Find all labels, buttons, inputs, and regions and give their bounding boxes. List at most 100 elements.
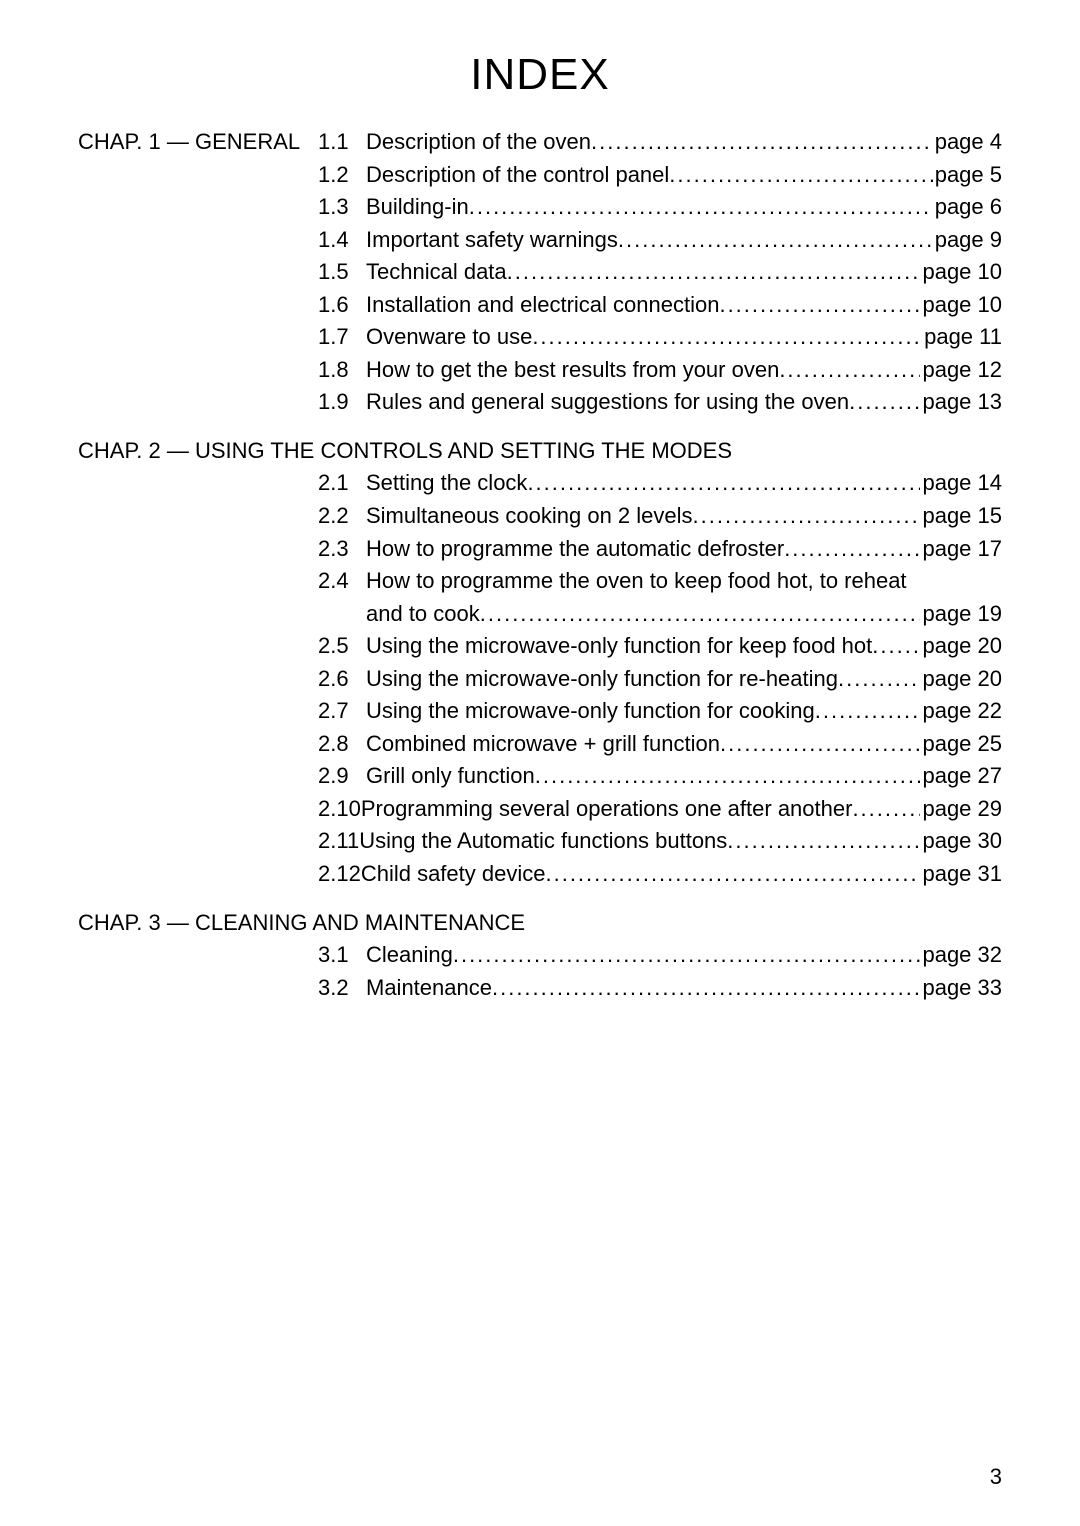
toc-entry: 2.4How to programme the oven to keep foo… <box>78 565 1002 598</box>
entry-description: and to cook <box>318 598 480 631</box>
entry-description: How to programme the automatic defroster <box>366 533 784 566</box>
entry-description: Ovenware to use <box>366 321 532 354</box>
entry-page: page 20 <box>920 630 1002 663</box>
toc-entry: 1.6Installation and electrical connectio… <box>78 289 1002 322</box>
table-of-contents: CHAP. 1 — GENERAL1.1Description of the o… <box>78 126 1002 1004</box>
leader-dots: ........................................… <box>469 191 933 224</box>
toc-entry: 1.7Ovenware to use......................… <box>78 321 1002 354</box>
entry-number: 2.6 <box>318 663 366 696</box>
toc-entry: 1.3Building-in..........................… <box>78 191 1002 224</box>
entry-number: 1.4 <box>318 224 366 257</box>
entry-page: page 30 <box>920 825 1002 858</box>
entry-number: 1.2 <box>318 159 366 192</box>
page-number: 3 <box>990 1464 1002 1490</box>
entry-page: page 5 <box>933 159 1002 192</box>
toc-entry: 1.4Important safety warnings............… <box>78 224 1002 257</box>
toc-entry: 2.7Using the microwave-only function for… <box>78 695 1002 728</box>
entry-description: Using the Automatic functions buttons <box>359 825 727 858</box>
entry-description: Child safety device <box>361 858 546 891</box>
entry-number: 2.4 <box>318 565 366 598</box>
entry-description: Combined microwave + grill function <box>366 728 720 761</box>
entry-page: page 15 <box>920 500 1002 533</box>
leader-dots: ........................................… <box>784 533 920 566</box>
leader-dots: ........................................… <box>591 126 933 159</box>
entry-number: 2.11 <box>318 825 359 858</box>
entry-number: 1.3 <box>318 191 366 224</box>
entry-number: 1.9 <box>318 386 366 419</box>
entry-description: Using the microwave-only function for co… <box>366 695 815 728</box>
entry-description: Technical data <box>366 256 507 289</box>
entry-page: page 11 <box>922 321 1002 354</box>
leader-dots: ........................................… <box>720 728 920 761</box>
toc-entry: 2.2Simultaneous cooking on 2 levels.....… <box>78 500 1002 533</box>
leader-dots: ........................................… <box>532 321 922 354</box>
entry-description: Maintenance <box>366 972 492 1005</box>
entry-page: page 13 <box>920 386 1002 419</box>
entry-number: 1.8 <box>318 354 366 387</box>
chapter-heading: CHAP. 2 — USING THE CONTROLS AND SETTING… <box>78 435 1002 468</box>
entry-number: 2.9 <box>318 760 366 793</box>
leader-dots: ........................................… <box>669 159 932 192</box>
toc-entry: 1.8How to get the best results from your… <box>78 354 1002 387</box>
entry-number: 2.12 <box>318 858 361 891</box>
leader-dots: ........................................… <box>618 224 933 257</box>
toc-entry: 2.9Grill only function..................… <box>78 760 1002 793</box>
entry-number: 3.2 <box>318 972 366 1005</box>
entry-page: page 19 <box>920 598 1002 631</box>
toc-entry: 3.2Maintenance..........................… <box>78 972 1002 1005</box>
entry-description: Rules and general suggestions for using … <box>366 386 849 419</box>
leader-dots: ........................................… <box>727 825 920 858</box>
chapter-heading: CHAP. 3 — CLEANING AND MAINTENANCE <box>78 907 1002 940</box>
entry-description: Using the microwave-only function for ke… <box>366 630 872 663</box>
entry-description: Setting the clock <box>366 467 527 500</box>
leader-dots: ........................................… <box>849 386 920 419</box>
entry-page: page 10 <box>920 289 1002 322</box>
leader-dots: ........................................… <box>838 663 920 696</box>
index-page: INDEX CHAP. 1 — GENERAL1.1Description of… <box>0 0 1080 1526</box>
leader-dots: ........................................… <box>527 467 920 500</box>
leader-dots: ........................................… <box>492 972 920 1005</box>
entry-number: 1.6 <box>318 289 366 322</box>
entry-description: Grill only function <box>366 760 535 793</box>
entry-number: 1.1 <box>318 126 366 159</box>
entry-page: page 27 <box>920 760 1002 793</box>
leader-dots: ........................................… <box>453 939 921 972</box>
toc-entry: 2.11Using the Automatic functions button… <box>78 825 1002 858</box>
entry-description: How to programme the oven to keep food h… <box>366 565 907 598</box>
entry-page: page 9 <box>933 224 1002 257</box>
leader-dots: ........................................… <box>719 289 920 322</box>
toc-entry: 2.1Setting the clock....................… <box>78 467 1002 500</box>
toc-entry: CHAP. 1 — GENERAL1.1Description of the o… <box>78 126 1002 159</box>
leader-dots: ........................................… <box>815 695 921 728</box>
entry-number: 1.7 <box>318 321 366 354</box>
entry-page: page 29 <box>920 793 1002 826</box>
entry-description: Description of the control panel <box>366 159 669 192</box>
entry-page: page 22 <box>920 695 1002 728</box>
entry-number: 2.8 <box>318 728 366 761</box>
toc-entry: 2.12Child safety device.................… <box>78 858 1002 891</box>
toc-entry: 2.10Programming several operations one a… <box>78 793 1002 826</box>
toc-entry: 2.8Combined microwave + grill function..… <box>78 728 1002 761</box>
entry-description: Using the microwave-only function for re… <box>366 663 838 696</box>
leader-dots: ........................................… <box>507 256 921 289</box>
entry-page: page 17 <box>920 533 1002 566</box>
toc-entry: 2.5Using the microwave-only function for… <box>78 630 1002 663</box>
entry-page: page 25 <box>920 728 1002 761</box>
leader-dots: ........................................… <box>852 793 920 826</box>
entry-page: page 20 <box>920 663 1002 696</box>
entry-description: How to get the best results from your ov… <box>366 354 779 387</box>
entry-description: Important safety warnings <box>366 224 618 257</box>
entry-number: 2.3 <box>318 533 366 566</box>
leader-dots: ........................................… <box>872 630 920 663</box>
entry-page: page 12 <box>920 354 1002 387</box>
toc-entry: 2.3How to programme the automatic defros… <box>78 533 1002 566</box>
toc-entry: 1.9Rules and general suggestions for usi… <box>78 386 1002 419</box>
entry-description: Building-in <box>366 191 469 224</box>
entry-number: 2.1 <box>318 467 366 500</box>
entry-description: Programming several operations one after… <box>361 793 853 826</box>
toc-entry: 1.2Description of the control panel.....… <box>78 159 1002 192</box>
entry-page: page 10 <box>920 256 1002 289</box>
toc-entry: 3.1Cleaning.............................… <box>78 939 1002 972</box>
entry-number: 2.2 <box>318 500 366 533</box>
page-title: INDEX <box>78 50 1002 100</box>
